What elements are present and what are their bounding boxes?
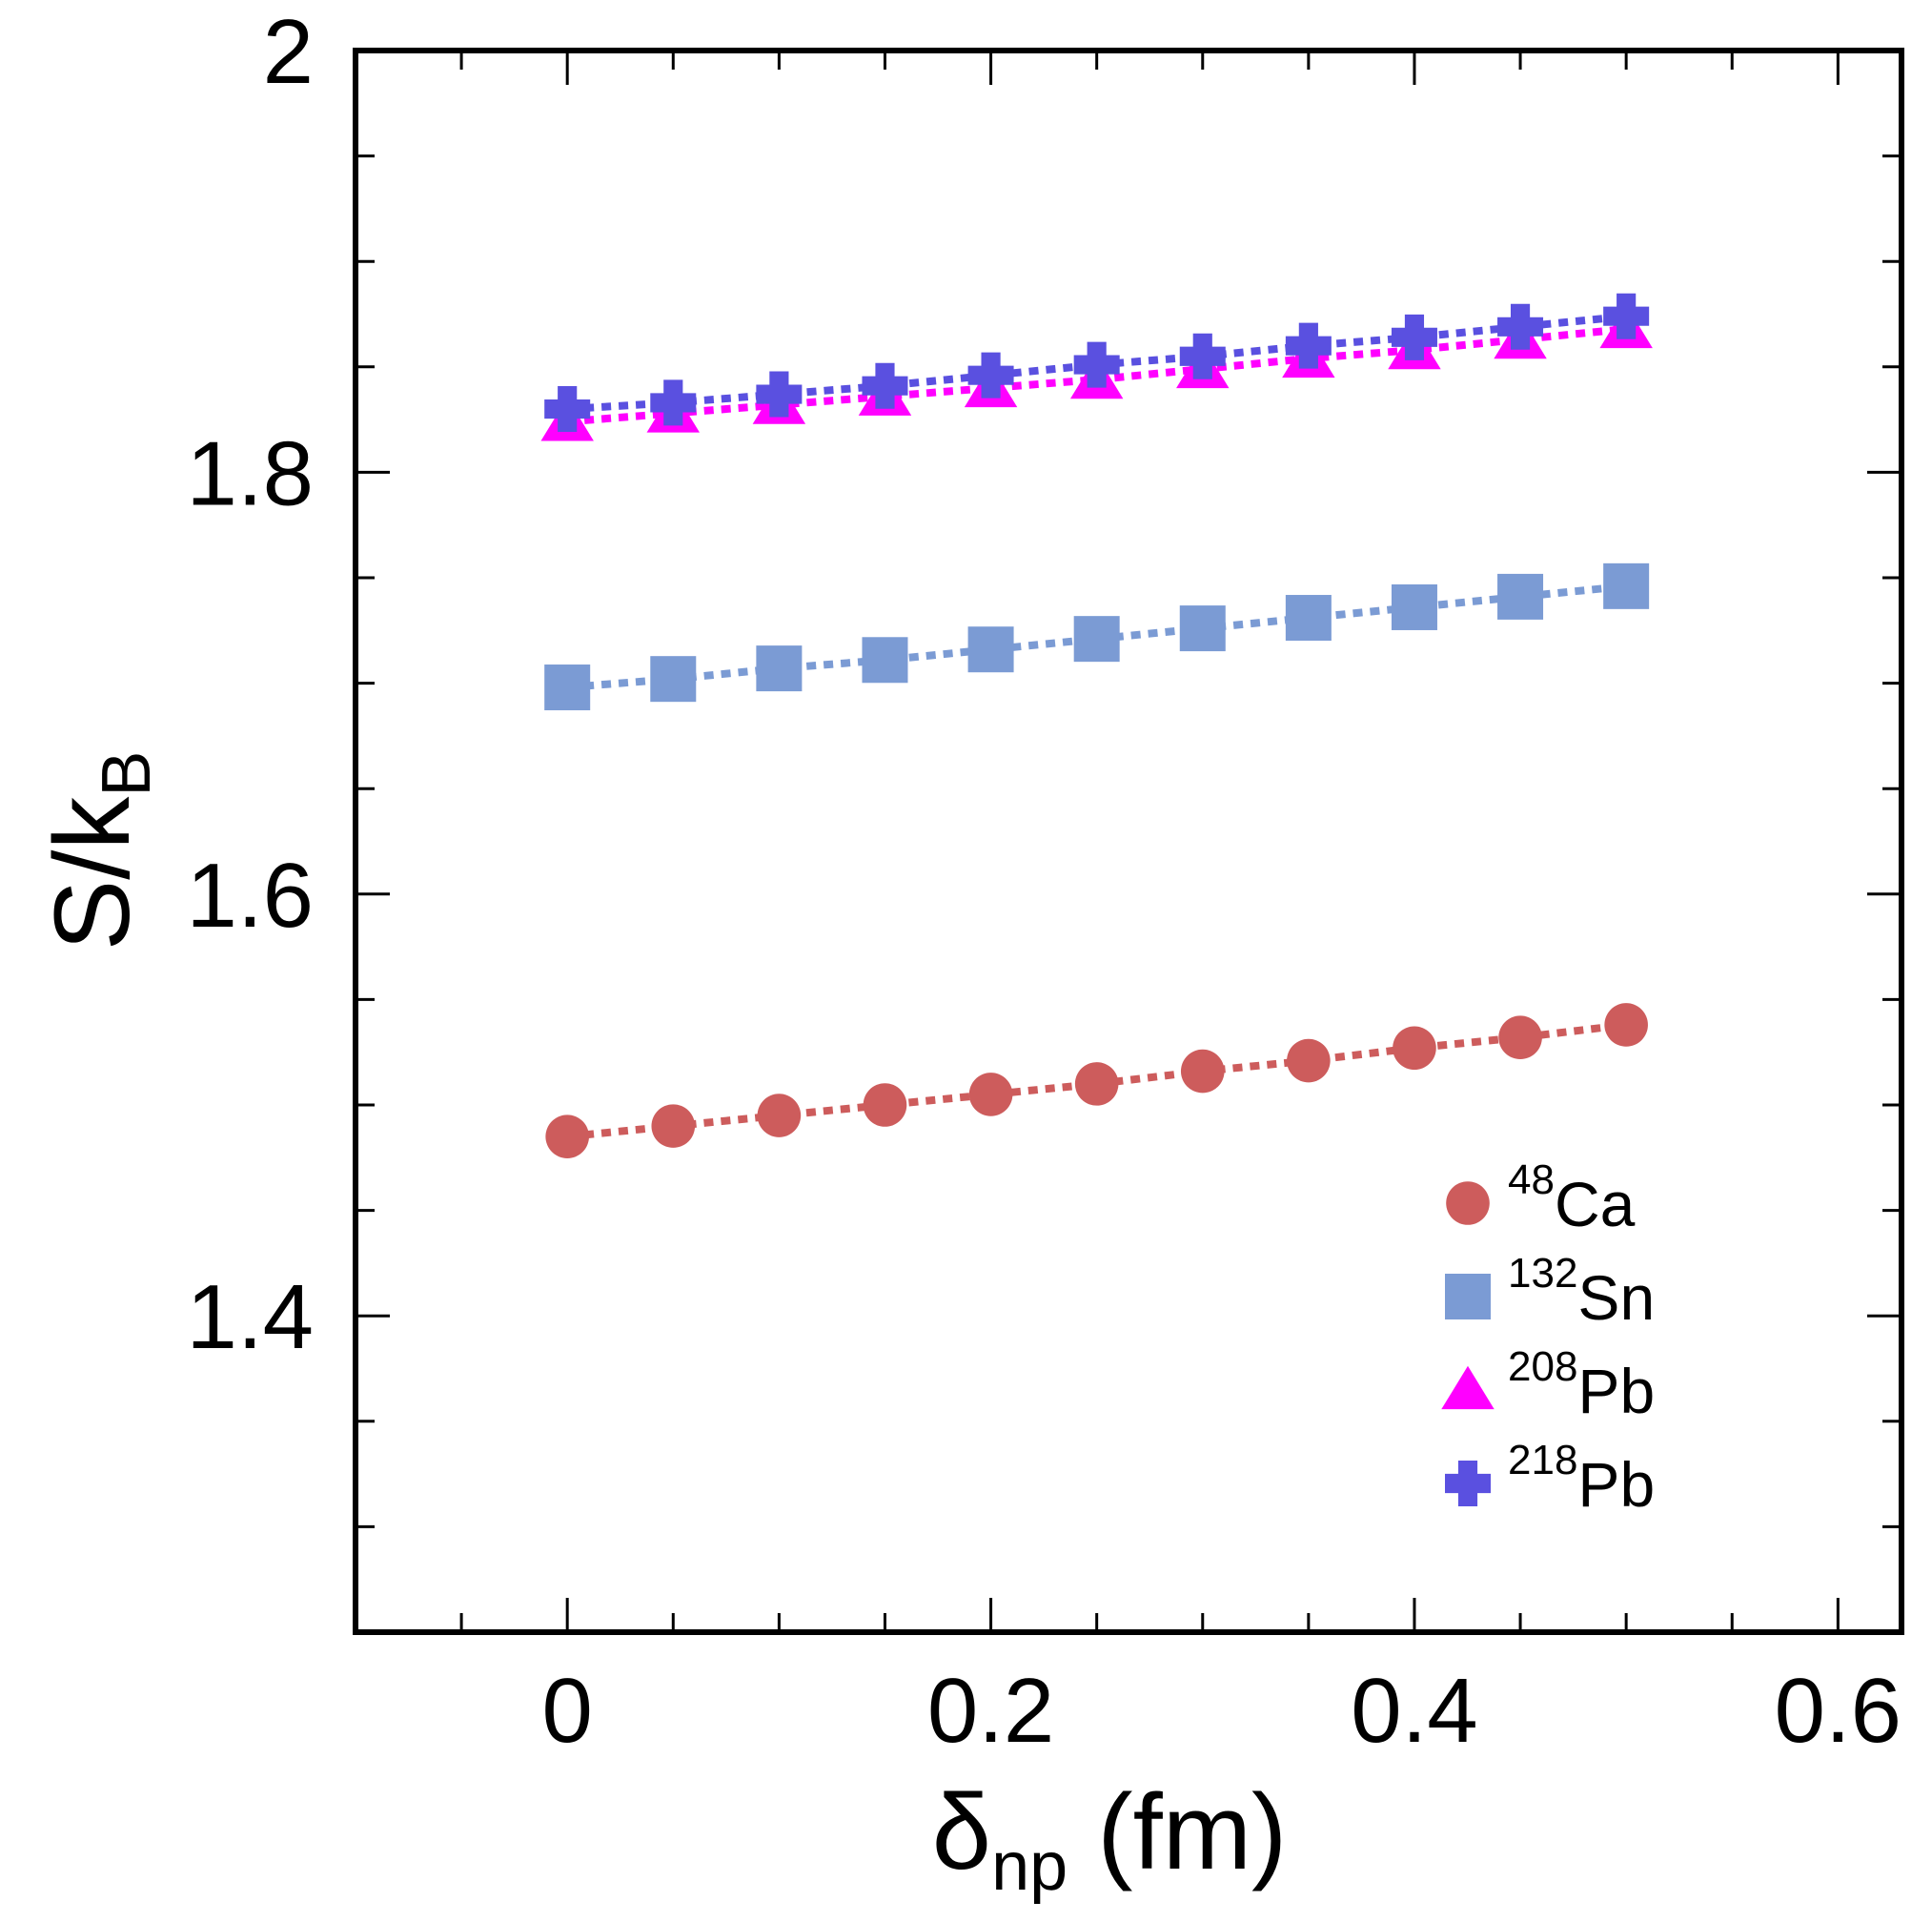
series-line-132Sn: [566, 582, 1627, 692]
data-point-218Pb: [1179, 333, 1226, 379]
tick-labels: 0 0.2 0.4 0.6 1.4 1.6 1.8 2: [187, 1, 1902, 1762]
data-point-48Ca: [1604, 1003, 1648, 1047]
data-point-48Ca: [968, 1073, 1013, 1116]
legend-item: 132Sn: [1445, 1250, 1655, 1333]
data-point-132Sn: [1285, 595, 1332, 642]
x-tick-label: 0: [541, 1660, 592, 1762]
data-point-132Sn: [650, 656, 697, 703]
data-point-132Sn: [1073, 616, 1120, 663]
data-point-48Ca: [651, 1104, 696, 1148]
legend-element: Pb: [1577, 1356, 1655, 1426]
legend-marker-218Pb: [1445, 1461, 1491, 1506]
data-point-218Pb: [862, 362, 908, 409]
data-point-132Sn: [967, 626, 1014, 673]
legend-item: 208Pb: [1441, 1343, 1655, 1426]
data-point-218Pb: [967, 352, 1014, 399]
x-tick-label: 0.6: [1775, 1660, 1901, 1762]
data-point-132Sn: [1179, 605, 1226, 652]
data-point-218Pb: [1073, 341, 1120, 388]
legend-mass-number: 218: [1508, 1437, 1577, 1483]
data-point-132Sn: [1497, 573, 1544, 620]
series-lines: [566, 312, 1627, 1141]
data-point-48Ca: [1498, 1015, 1542, 1060]
plot-frame: [353, 48, 1904, 1635]
data-point-48Ca: [1393, 1026, 1436, 1071]
data-point-218Pb: [1391, 314, 1437, 360]
series-markers: [540, 293, 1653, 1158]
data-point-218Pb: [1285, 322, 1332, 369]
x-tick-label: 0.4: [1351, 1660, 1477, 1762]
legend-element: Sn: [1577, 1262, 1655, 1333]
data-point-48Ca: [757, 1094, 802, 1137]
legend-item: 218Pb: [1445, 1437, 1655, 1520]
data-point-132Sn: [756, 645, 803, 692]
legend-item: 48Ca: [1446, 1156, 1636, 1239]
legend-marker-132Sn: [1445, 1274, 1491, 1319]
x-axis-title: δnp (fm): [932, 1772, 1288, 1905]
data-point-218Pb: [650, 379, 697, 426]
data-point-48Ca: [1074, 1062, 1119, 1106]
x-tick-label: 0.2: [927, 1660, 1054, 1762]
data-point-132Sn: [1391, 583, 1437, 630]
legend-label: 48Ca: [1508, 1156, 1636, 1239]
y-axis-main: S/k: [32, 796, 152, 951]
legend-element: Pb: [1577, 1449, 1655, 1520]
series-line-208Pb: [566, 325, 1627, 426]
data-point-48Ca: [863, 1083, 907, 1127]
legend-label: 208Pb: [1508, 1343, 1655, 1426]
data-point-218Pb: [1497, 303, 1544, 350]
data-point-132Sn: [1603, 562, 1650, 609]
y-tick-label: 2: [263, 1, 314, 103]
data-point-218Pb: [544, 386, 591, 433]
y-tick-label: 1.6: [187, 845, 314, 947]
x-axis-symbol: δ: [932, 1772, 991, 1891]
legend-mass-number: 48: [1508, 1156, 1555, 1203]
data-point-218Pb: [1603, 293, 1650, 339]
data-point-132Sn: [862, 637, 908, 684]
data-point-218Pb: [756, 371, 803, 418]
legend-label: 132Sn: [1508, 1250, 1655, 1333]
x-axis-unit: (fm): [1068, 1772, 1287, 1891]
y-axis-subscript: B: [89, 751, 165, 797]
x-axis-subscript: np: [991, 1829, 1068, 1905]
y-tick-label: 1.4: [187, 1266, 314, 1368]
legend-mass-number: 208: [1508, 1343, 1577, 1390]
legend-mass-number: 132: [1508, 1250, 1577, 1297]
legend-marker-48Ca: [1446, 1181, 1490, 1225]
data-point-48Ca: [545, 1114, 589, 1158]
data-point-48Ca: [1287, 1038, 1331, 1083]
y-axis-title: S/kB: [32, 751, 165, 951]
legend-marker-208Pb: [1441, 1365, 1495, 1410]
series-line-218Pb: [566, 312, 1627, 414]
y-tick-label: 1.8: [187, 422, 314, 524]
data-point-132Sn: [544, 665, 591, 711]
axis-ticks: [354, 49, 1901, 1634]
legend-label: 218Pb: [1508, 1437, 1655, 1520]
legend-element: Ca: [1555, 1169, 1636, 1239]
data-point-48Ca: [1180, 1049, 1225, 1094]
